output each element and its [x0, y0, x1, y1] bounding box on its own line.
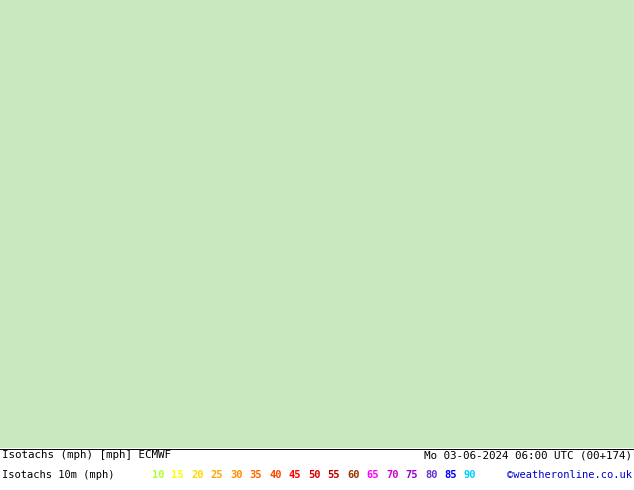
Text: 45: 45 — [288, 470, 301, 480]
Text: Mo 03-06-2024 06:00 UTC (00+174): Mo 03-06-2024 06:00 UTC (00+174) — [424, 450, 632, 460]
Text: Isotachs 10m (mph): Isotachs 10m (mph) — [2, 470, 115, 480]
Text: 60: 60 — [347, 470, 359, 480]
Text: 15: 15 — [172, 470, 184, 480]
Text: Isotachs (mph) [mph] ECMWF: Isotachs (mph) [mph] ECMWF — [2, 450, 171, 460]
Text: 25: 25 — [210, 470, 223, 480]
Text: 20: 20 — [191, 470, 204, 480]
Text: 70: 70 — [386, 470, 399, 480]
Text: 65: 65 — [366, 470, 379, 480]
Text: 85: 85 — [444, 470, 457, 480]
Text: 10: 10 — [152, 470, 164, 480]
Text: 80: 80 — [425, 470, 437, 480]
Text: ©weatheronline.co.uk: ©weatheronline.co.uk — [507, 470, 632, 480]
Text: 50: 50 — [308, 470, 321, 480]
Text: 90: 90 — [464, 470, 477, 480]
Text: 35: 35 — [250, 470, 262, 480]
Text: 30: 30 — [230, 470, 242, 480]
Text: 75: 75 — [406, 470, 418, 480]
Text: 55: 55 — [328, 470, 340, 480]
Text: 40: 40 — [269, 470, 281, 480]
